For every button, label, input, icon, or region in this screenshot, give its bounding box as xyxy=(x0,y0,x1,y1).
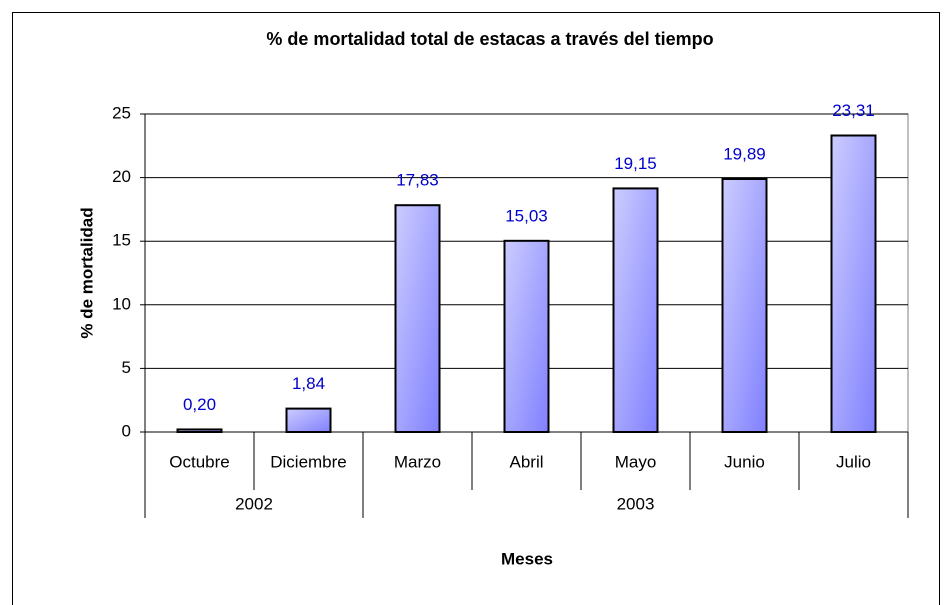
x-tick-label: Diciembre xyxy=(270,452,347,471)
group-label: 2002 xyxy=(235,494,273,513)
y-tick-label: 10 xyxy=(112,294,131,313)
x-tick-label: Junio xyxy=(724,452,765,471)
x-tick-label: Julio xyxy=(836,452,871,471)
x-axis-title: Meses xyxy=(501,549,553,568)
chart-title: % de mortalidad total de estacas a travé… xyxy=(266,29,713,49)
bar xyxy=(394,204,441,433)
data-label: 23,31 xyxy=(832,101,875,120)
bar xyxy=(503,239,550,433)
y-tick-label: 0 xyxy=(122,421,131,440)
x-tick-label: Octubre xyxy=(169,452,229,471)
x-tick-label: Marzo xyxy=(394,452,441,471)
bar xyxy=(721,177,768,433)
group-label: 2003 xyxy=(617,494,655,513)
bar xyxy=(612,187,659,433)
y-tick-label: 5 xyxy=(122,358,131,377)
y-tick-label: 15 xyxy=(112,231,131,250)
x-tick-label: Mayo xyxy=(615,452,657,471)
data-label: 15,03 xyxy=(505,206,548,225)
bar xyxy=(830,134,877,433)
bar xyxy=(285,407,332,434)
y-tick-label: 25 xyxy=(112,103,131,122)
x-tick-label: Abril xyxy=(509,452,543,471)
data-label: 19,89 xyxy=(723,144,766,163)
y-tick-label: 20 xyxy=(112,167,131,186)
data-label: 17,83 xyxy=(396,171,439,190)
y-axis-title: % de mortalidad xyxy=(77,207,96,338)
data-label: 19,15 xyxy=(614,154,657,173)
data-label: 1,84 xyxy=(292,374,325,393)
data-label: 0,20 xyxy=(183,395,216,414)
